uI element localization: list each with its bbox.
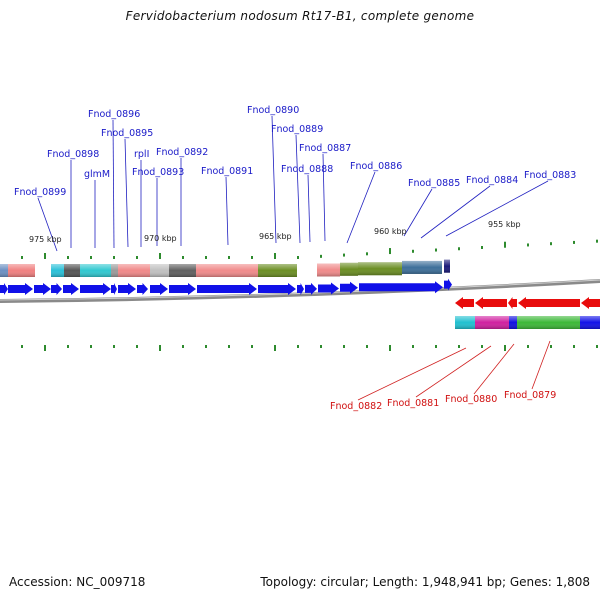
cog-band-shade — [517, 316, 580, 329]
gene-arrow-reverse — [581, 297, 600, 309]
gene-arrow-forward — [169, 283, 196, 295]
gene-arrow-forward — [80, 283, 111, 295]
gene-arrow-forward — [297, 283, 304, 295]
cog-category-bands — [0, 259, 600, 329]
topology-text: Topology: circular; Length: 1,948,941 bp… — [260, 575, 590, 589]
gene-arrow-forward — [51, 283, 62, 295]
cog-band-shade — [475, 316, 509, 329]
gene-arrow-reverse — [455, 297, 474, 309]
gene-arrow-forward — [118, 283, 136, 295]
gene-label-fnod-0892[interactable]: Fnod_0892 — [156, 147, 208, 158]
gene-label-fnod-0887[interactable]: Fnod_0887 — [299, 143, 351, 154]
leader-line-forward — [225, 176, 229, 246]
gene-label-fnod-0899[interactable]: Fnod_0899 — [14, 187, 66, 198]
gene-label-fnod-0898[interactable]: Fnod_0898 — [47, 149, 99, 160]
gene-label-fnod-0888[interactable]: Fnod_0888 — [281, 164, 333, 175]
leader-line-reverse — [415, 345, 492, 398]
gene-label-fnod-0889[interactable]: Fnod_0889 — [271, 124, 323, 135]
gene-arrow-forward — [258, 283, 296, 295]
gene-label-fnod-0885[interactable]: Fnod_0885 — [408, 178, 460, 189]
cog-band-shade — [111, 264, 118, 277]
cog-band-shade — [358, 262, 402, 276]
cog-band-shade — [169, 264, 196, 277]
gene-label-rpli[interactable]: rplI — [134, 149, 149, 160]
gene-arrow-forward — [340, 281, 358, 294]
gene-arrow-forward — [0, 283, 8, 295]
gene-arrow-forward — [444, 278, 452, 291]
genome-backbone — [0, 279, 600, 303]
scale-label-970kbp: 970 kbp — [144, 234, 177, 243]
label-leader-lines — [37, 115, 551, 401]
cog-band-shade — [580, 316, 600, 329]
accession-text: Accession: NC_009718 — [9, 575, 146, 589]
gene-label-fnod-0896[interactable]: Fnod_0896 — [88, 109, 140, 120]
gene-label-fnod-0884[interactable]: Fnod_0884 — [466, 175, 518, 186]
gene-arrow-forward — [8, 283, 33, 295]
cog-band-shade — [455, 316, 475, 329]
cog-band-shade — [402, 260, 442, 274]
cog-band-shade — [51, 264, 64, 277]
gene-arrow-forward — [359, 281, 443, 294]
leader-line-forward — [112, 119, 115, 249]
leader-line-forward — [124, 138, 129, 248]
cog-band-shade — [317, 263, 340, 277]
leader-line-reverse — [473, 343, 515, 395]
cog-band-shade — [258, 264, 297, 277]
leader-line-forward — [322, 153, 326, 242]
leader-line-forward — [346, 171, 376, 244]
cog-band-shade — [340, 262, 358, 276]
gene-arrow-reverse — [475, 297, 507, 309]
cog-band-shade — [118, 264, 150, 277]
scale-label-965kbp: 965 kbp — [259, 232, 292, 241]
cog-band-shade — [444, 259, 450, 273]
gene-arrow-forward — [34, 283, 51, 295]
gene-arrow-forward — [137, 283, 148, 295]
gene-label-fnod-0880[interactable]: Fnod_0880 — [445, 394, 497, 405]
leader-line-forward — [37, 197, 58, 252]
leader-line-reverse — [531, 340, 551, 390]
gene-label-fnod-0886[interactable]: Fnod_0886 — [350, 161, 402, 172]
gene-label-fnod-0893[interactable]: Fnod_0893 — [132, 167, 184, 178]
cog-band-shade — [8, 264, 35, 277]
cog-band-shade — [196, 264, 258, 277]
cog-band-shade — [0, 264, 8, 277]
leader-line-forward — [271, 115, 277, 244]
genome-backbone-highlight — [0, 279, 600, 301]
gene-label-fnod-0890[interactable]: Fnod_0890 — [247, 105, 299, 116]
cog-band-shade — [509, 316, 517, 329]
scale-label-960kbp: 960 kbp — [374, 227, 407, 236]
gene-label-fnod-0891[interactable]: Fnod_0891 — [201, 166, 253, 177]
gene-label-fnod-0882[interactable]: Fnod_0882 — [330, 401, 382, 412]
leader-line-forward — [295, 134, 301, 244]
gene-label-fnod-0895[interactable]: Fnod_0895 — [101, 128, 153, 139]
gene-arrow-forward — [197, 283, 257, 295]
gene-arrow-forward — [305, 282, 317, 295]
leader-line-forward — [403, 188, 433, 237]
leader-line-forward — [445, 180, 549, 237]
gene-arrow-reverse — [508, 297, 517, 309]
map-title: Fervidobacterium nodosum Rt17-B1, comple… — [125, 9, 475, 23]
leader-line-forward — [307, 174, 311, 243]
gene-arrows — [0, 278, 600, 309]
gene-arrow-forward — [318, 282, 339, 295]
scale-ticks — [21, 239, 598, 351]
gene-arrow-forward — [150, 283, 168, 295]
cog-band-shade — [64, 264, 80, 277]
leader-line-reverse — [357, 347, 467, 401]
gene-label-fnod-0879[interactable]: Fnod_0879 — [504, 390, 556, 401]
scale-label-975kbp: 975 kbp — [29, 235, 62, 244]
gene-label-glmm[interactable]: glmM — [84, 169, 110, 180]
leader-line-forward — [420, 185, 491, 239]
gene-label-fnod-0883[interactable]: Fnod_0883 — [524, 170, 576, 181]
gene-arrow-forward — [111, 283, 117, 295]
cog-band-shade — [150, 264, 169, 277]
gene-arrow-forward — [63, 283, 79, 295]
scale-label-955kbp: 955 kbp — [488, 220, 521, 229]
gene-arrow-reverse — [518, 297, 580, 309]
gene-label-fnod-0881[interactable]: Fnod_0881 — [387, 398, 439, 409]
cog-band-shade — [80, 264, 111, 277]
